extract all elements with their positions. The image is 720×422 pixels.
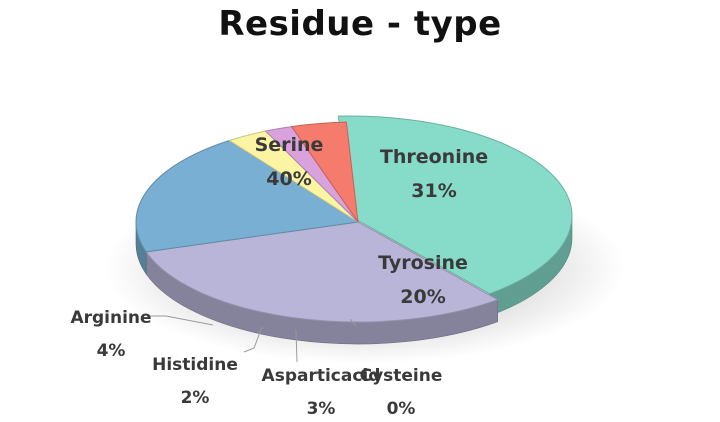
leader-line-asparticacid: [295, 329, 298, 363]
slice-label-histidine: Histidine: [152, 355, 238, 375]
leader-line-cysteine: [349, 318, 357, 327]
pie-slice-tyrosine: [135, 139, 360, 253]
slice-label-cysteine: Cysteine: [360, 366, 443, 386]
slice-percent-serine: 40%: [266, 168, 311, 190]
slice-label-arginine: Arginine: [70, 308, 151, 328]
pie-slice-arginine: [290, 121, 359, 223]
leader-line-arginine: [150, 315, 214, 326]
slice-percent-histidine: 2%: [181, 388, 210, 408]
slice-percent-cysteine: 0%: [387, 399, 416, 419]
slice-percent-arginine: 4%: [97, 341, 126, 361]
slice-percent-asparticacid: 3%: [307, 399, 336, 419]
chart-title: Residue - type: [218, 4, 502, 44]
slice-label-tyrosine: Tyrosine: [378, 252, 468, 274]
labels-layer: Serine 40% Threonine 31% Tyrosine 20% Cysteine…: [70, 134, 488, 419]
leader-line-histidine: [243, 326, 263, 353]
slice-percent-threonine: 31%: [411, 180, 456, 202]
leaders-layer: [150, 315, 357, 363]
slice-label-threonine: Threonine: [380, 146, 488, 168]
slice-percent-tyrosine: 20%: [400, 286, 445, 308]
slice-label-asparticacid: Asparticacid: [262, 366, 381, 386]
slices-layer: [135, 115, 573, 345]
pie-slice-threonine: [145, 221, 499, 323]
slice-label-serine: Serine: [255, 134, 324, 156]
pie-slice-serine: [337, 115, 573, 295]
